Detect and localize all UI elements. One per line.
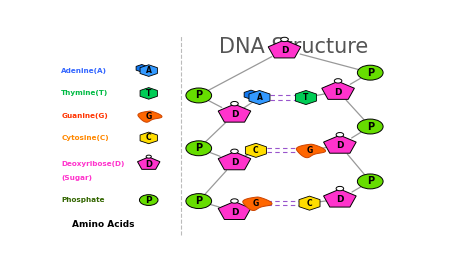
Circle shape — [336, 133, 343, 137]
Polygon shape — [322, 81, 355, 99]
Text: D: D — [336, 195, 343, 204]
Text: Guanine(G): Guanine(G) — [61, 113, 108, 119]
Polygon shape — [140, 132, 157, 144]
Text: Adenine(A): Adenine(A) — [61, 68, 107, 74]
Circle shape — [357, 65, 383, 80]
Polygon shape — [140, 88, 157, 99]
Text: D: D — [334, 88, 342, 97]
Text: Phosphate: Phosphate — [61, 197, 105, 203]
Polygon shape — [249, 90, 270, 105]
Text: P: P — [366, 122, 374, 132]
Circle shape — [281, 37, 288, 42]
Text: C: C — [307, 199, 312, 208]
Polygon shape — [324, 135, 356, 153]
Text: A: A — [146, 66, 152, 75]
Text: D: D — [230, 158, 238, 167]
Polygon shape — [138, 111, 162, 122]
Text: P: P — [195, 143, 202, 153]
Text: Cytosine(C): Cytosine(C) — [61, 135, 109, 141]
Text: D: D — [281, 46, 288, 55]
Text: D: D — [230, 110, 238, 119]
Text: Thymine(T): Thymine(T) — [61, 90, 108, 96]
Polygon shape — [245, 143, 266, 157]
Circle shape — [357, 119, 383, 134]
Circle shape — [357, 174, 383, 189]
Text: P: P — [195, 196, 202, 206]
Text: P: P — [366, 176, 374, 186]
Polygon shape — [299, 196, 320, 210]
Circle shape — [336, 186, 343, 191]
Text: C: C — [253, 146, 259, 155]
Text: Deoxyribose(D): Deoxyribose(D) — [61, 161, 124, 167]
Circle shape — [186, 194, 212, 208]
Circle shape — [230, 101, 238, 106]
Circle shape — [146, 155, 151, 158]
Circle shape — [230, 199, 238, 203]
Polygon shape — [137, 157, 160, 169]
Polygon shape — [268, 40, 301, 58]
Text: P: P — [195, 90, 202, 100]
Text: D: D — [336, 141, 343, 150]
Circle shape — [139, 195, 158, 206]
Text: A: A — [257, 93, 262, 102]
Text: T: T — [303, 93, 308, 102]
Circle shape — [334, 79, 342, 83]
Circle shape — [186, 88, 212, 103]
Text: (Sugar): (Sugar) — [61, 175, 92, 181]
Polygon shape — [140, 65, 157, 76]
Text: P: P — [366, 68, 374, 78]
Text: P: P — [145, 196, 152, 204]
Circle shape — [230, 149, 238, 154]
Polygon shape — [296, 144, 325, 158]
Text: D: D — [145, 160, 152, 169]
Polygon shape — [244, 90, 258, 99]
Polygon shape — [324, 189, 356, 207]
Circle shape — [186, 141, 212, 156]
Polygon shape — [243, 197, 272, 211]
Text: G: G — [253, 199, 259, 208]
Text: Amino Acids: Amino Acids — [72, 220, 135, 229]
Text: DNA Structure: DNA Structure — [219, 37, 368, 58]
Text: C: C — [146, 133, 152, 142]
Polygon shape — [296, 90, 316, 105]
Text: G: G — [307, 146, 313, 155]
Text: D: D — [230, 208, 238, 217]
Polygon shape — [218, 104, 251, 122]
Polygon shape — [136, 65, 148, 72]
Polygon shape — [218, 152, 251, 170]
Text: T: T — [146, 89, 151, 98]
Text: G: G — [146, 112, 152, 121]
Polygon shape — [218, 201, 251, 220]
